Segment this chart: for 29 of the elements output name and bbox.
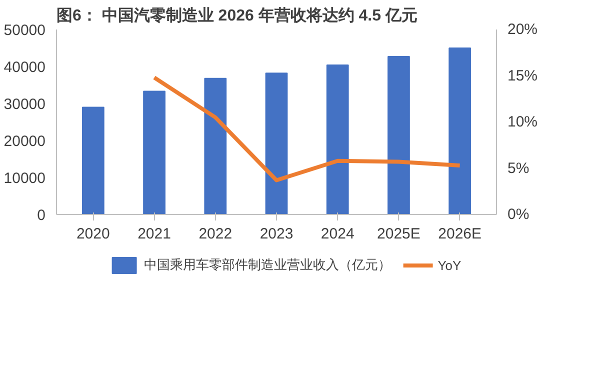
bar [204, 78, 227, 214]
bar [82, 106, 104, 214]
y2-tick-label: 20% [508, 21, 538, 38]
y2-tick-label: 5% [508, 160, 530, 177]
y2-tick-label: 15% [508, 67, 538, 84]
x-tick-label: 2020 [76, 226, 110, 242]
y-tick-label: 40000 [4, 59, 46, 76]
x-tick-label: 2021 [138, 226, 171, 242]
x-tick-label: 2022 [198, 226, 232, 242]
bar [265, 72, 288, 214]
y2-tick-label: 10% [508, 114, 538, 130]
x-tick-label: 2024 [320, 226, 354, 242]
bar [448, 48, 472, 214]
line-series [152, 76, 462, 182]
bar [143, 90, 166, 214]
y-tick-label: 50000 [4, 22, 46, 39]
y-tick-label: 30000 [4, 96, 46, 113]
bar [388, 56, 410, 214]
bar [326, 64, 349, 214]
y2-tick-label: 0% [508, 206, 530, 223]
legend-label: YoY [438, 258, 462, 272]
y-tick-label: 20000 [4, 133, 46, 150]
y-tick-label: 10000 [4, 170, 46, 187]
chart-title: 图6： 中国汽零制造业 2026 年营收将达约 4.5 亿元 [56, 6, 418, 24]
x-tick-label: 2026E [438, 226, 482, 242]
legend-label: 中国乘用车零部件制造业营业收入（亿元） [144, 256, 391, 274]
y-tick-label: 0 [37, 207, 46, 224]
x-tick-label: 2023 [260, 226, 294, 242]
x-tick-label: 2025E [377, 226, 420, 242]
